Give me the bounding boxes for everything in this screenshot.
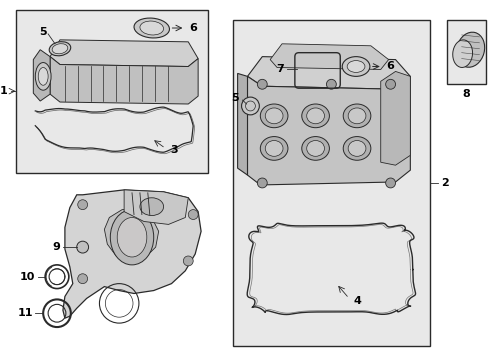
Ellipse shape (117, 217, 146, 257)
Ellipse shape (264, 140, 283, 156)
Polygon shape (50, 57, 198, 104)
Ellipse shape (347, 108, 365, 124)
Ellipse shape (385, 178, 395, 188)
Ellipse shape (260, 104, 287, 128)
Ellipse shape (183, 256, 193, 266)
Text: 9: 9 (52, 242, 60, 252)
Ellipse shape (78, 274, 87, 284)
Text: 4: 4 (352, 296, 360, 306)
Polygon shape (63, 190, 201, 318)
Ellipse shape (241, 97, 259, 115)
Ellipse shape (264, 108, 283, 124)
Ellipse shape (77, 241, 88, 253)
Ellipse shape (260, 136, 287, 160)
Polygon shape (33, 50, 50, 101)
Polygon shape (247, 57, 409, 89)
Ellipse shape (188, 210, 198, 220)
Text: 5: 5 (230, 93, 238, 103)
Polygon shape (247, 76, 409, 185)
Polygon shape (50, 40, 198, 67)
Ellipse shape (110, 210, 153, 265)
Ellipse shape (306, 140, 324, 156)
Text: 6: 6 (386, 62, 394, 72)
Ellipse shape (301, 104, 329, 128)
Bar (159, 57, 167, 64)
Bar (16, 10, 207, 173)
Ellipse shape (38, 67, 48, 85)
Text: 1: 1 (0, 86, 8, 96)
Ellipse shape (257, 178, 266, 188)
Ellipse shape (343, 136, 370, 160)
Text: 7: 7 (276, 64, 284, 75)
Ellipse shape (346, 60, 364, 72)
Ellipse shape (306, 108, 324, 124)
Text: 8: 8 (462, 89, 469, 99)
Ellipse shape (49, 42, 71, 56)
Polygon shape (104, 210, 158, 261)
Ellipse shape (52, 44, 68, 54)
Ellipse shape (385, 79, 395, 89)
Ellipse shape (342, 57, 369, 76)
Ellipse shape (140, 21, 163, 35)
Bar (446, 20, 486, 84)
Text: 5: 5 (40, 27, 47, 37)
Ellipse shape (140, 198, 163, 216)
Polygon shape (270, 44, 388, 69)
Polygon shape (380, 71, 409, 165)
Ellipse shape (347, 140, 365, 156)
Text: 6: 6 (189, 23, 197, 33)
Text: 2: 2 (440, 178, 448, 188)
Ellipse shape (455, 32, 484, 67)
Bar (66, 57, 74, 64)
Polygon shape (237, 73, 247, 175)
Text: 11: 11 (18, 308, 33, 318)
Polygon shape (124, 190, 188, 224)
Ellipse shape (35, 63, 51, 90)
Ellipse shape (134, 18, 169, 38)
Ellipse shape (78, 200, 87, 210)
Bar (232, 20, 429, 346)
Ellipse shape (301, 136, 329, 160)
Text: 10: 10 (20, 272, 35, 282)
Ellipse shape (452, 40, 471, 67)
Ellipse shape (343, 104, 370, 128)
Ellipse shape (257, 79, 266, 89)
Text: 3: 3 (170, 145, 178, 156)
Bar (110, 57, 118, 64)
Ellipse shape (326, 79, 336, 89)
